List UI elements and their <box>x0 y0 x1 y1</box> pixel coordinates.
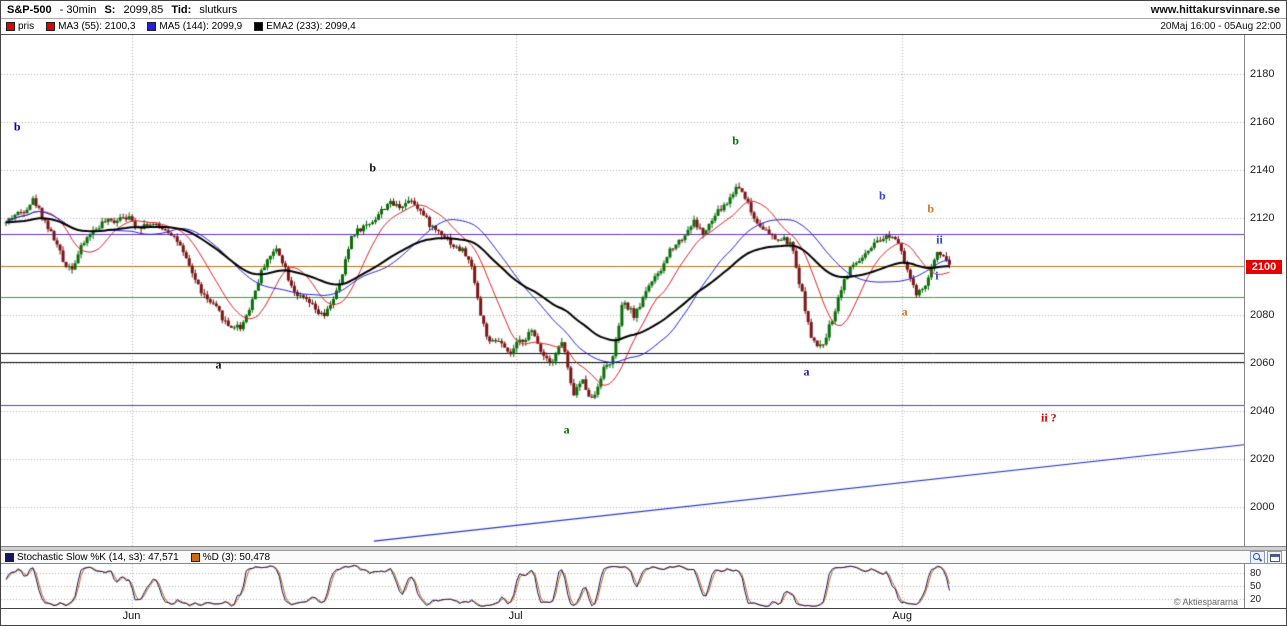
price-tick-label: 2140 <box>1250 163 1275 176</box>
wave-label: i <box>935 268 939 283</box>
legend-item: MA3 (55): 2100,3 <box>46 21 135 32</box>
symbol-label: S&P-500 <box>7 3 52 16</box>
stochastic-tick-label: 20 <box>1250 593 1262 605</box>
legend-swatch <box>254 22 264 31</box>
last-price-badge: 2100 <box>1246 259 1282 274</box>
price-tick-label: 2160 <box>1250 115 1275 128</box>
indicator-legend-bar: pris MA3 (55): 2100,3 MA5 (144): 2099,9 EMA… <box>1 19 1286 35</box>
price-type-label: Tid: <box>171 3 192 16</box>
legend-swatch <box>5 552 14 562</box>
copyright-label: © Aktiespararna <box>1173 597 1238 607</box>
stochastic-canvas[interactable] <box>1 564 1244 608</box>
legend-label: pris <box>18 21 35 32</box>
last-price-value: 2099,85 <box>123 3 164 16</box>
time-axis: Jun Jul Aug <box>1 609 1286 625</box>
legend-item: pris <box>6 21 34 32</box>
last-price-label: S: <box>104 3 116 16</box>
legend-label: MA5 (144): 2099,9 <box>159 21 243 32</box>
stochastic-axis: 80 50 20 <box>1245 564 1285 608</box>
wave-label: b <box>878 188 886 203</box>
legend-item: Stochastic Slow %K (14, s3): 47,571 <box>5 552 179 563</box>
legend-swatch <box>6 22 15 31</box>
x-axis-label: Jul <box>508 610 523 622</box>
website-link[interactable]: www.hittakursvinnare.se <box>1150 3 1280 16</box>
price-tick-label: 2020 <box>1250 453 1275 466</box>
price-tick-label: 2000 <box>1250 501 1275 514</box>
wave-label: a <box>901 304 908 319</box>
x-axis-label: Jun <box>122 610 141 622</box>
legend-label: Stochastic Slow %K (14, s3): 47,571 <box>17 551 179 563</box>
indicator-legend: pris MA3 (55): 2100,3 MA5 (144): 2099,9 EMA… <box>6 21 368 32</box>
wave-label: b <box>369 160 376 175</box>
wave-label: a <box>803 364 810 379</box>
price-tick-label: 2120 <box>1250 212 1275 225</box>
price-axis: 2180 2160 2140 2120 2100 2080 2060 2040 2020 2000… <box>1245 35 1285 546</box>
legend-swatch <box>190 552 200 562</box>
instrument-info: S&P-500 - 30min S: 2099,85 Tid: slutkurs <box>7 4 242 16</box>
wave-label: b <box>732 133 739 148</box>
main-chart-canvas[interactable] <box>1 35 1244 546</box>
zoom-icon[interactable] <box>1250 550 1265 564</box>
legend-label: MA3 (55): 2100,3 <box>58 21 136 32</box>
wave-label: ii ? <box>1041 410 1057 425</box>
wave-label: a <box>563 422 570 437</box>
x-axis-label: Aug <box>892 610 912 622</box>
legend-label: %D (3): 50,478 <box>202 551 271 563</box>
stochastic-header: Stochastic Slow %K (14, s3): 47,571 %D (3… <box>1 550 1286 564</box>
title-bar: S&P-500 - 30min S: 2099,85 Tid: slutkurs… <box>1 1 1286 19</box>
wave-label: b <box>13 119 21 134</box>
price-plot-area: b b b b b ii i a a a a ii ? <box>1 35 1245 546</box>
price-tick-label: 2040 <box>1250 405 1275 418</box>
wave-label: ii <box>936 232 943 247</box>
date-range-label: 20Maj 16:00 - 05Aug 22:00 <box>1160 21 1281 32</box>
timeframe-label: - 30min <box>59 3 97 16</box>
legend-swatch <box>147 22 157 31</box>
window-icon[interactable] <box>1267 550 1282 564</box>
legend-item: EMA2 (233): 2099,4 <box>254 21 356 32</box>
legend-item: %D (3): 50,478 <box>190 551 271 563</box>
price-type-value: slutkurs <box>199 3 238 16</box>
wave-label: a <box>215 357 222 372</box>
panel-resize-handle[interactable] <box>1 547 1286 551</box>
price-tick-label: 2060 <box>1250 356 1275 369</box>
legend-item: MA5 (144): 2099,9 <box>147 21 242 32</box>
price-tick-label: 2080 <box>1250 308 1275 321</box>
legend-label: EMA2 (233): 2099,4 <box>266 21 356 32</box>
stochastic-tick-label: 50 <box>1250 581 1262 592</box>
stochastic-legend: Stochastic Slow %K (14, s3): 47,571 %D (3… <box>5 552 282 563</box>
stochastic-panel: © Aktiespararna 80 50 20 <box>1 564 1286 609</box>
stochastic-plot-area: © Aktiespararna <box>1 564 1245 608</box>
stochastic-toolbar <box>1248 550 1282 564</box>
wave-label: b <box>927 201 935 216</box>
stochastic-tick-label: 80 <box>1250 568 1262 580</box>
legend-swatch <box>46 22 56 31</box>
price-tick-label: 2180 <box>1250 67 1275 80</box>
